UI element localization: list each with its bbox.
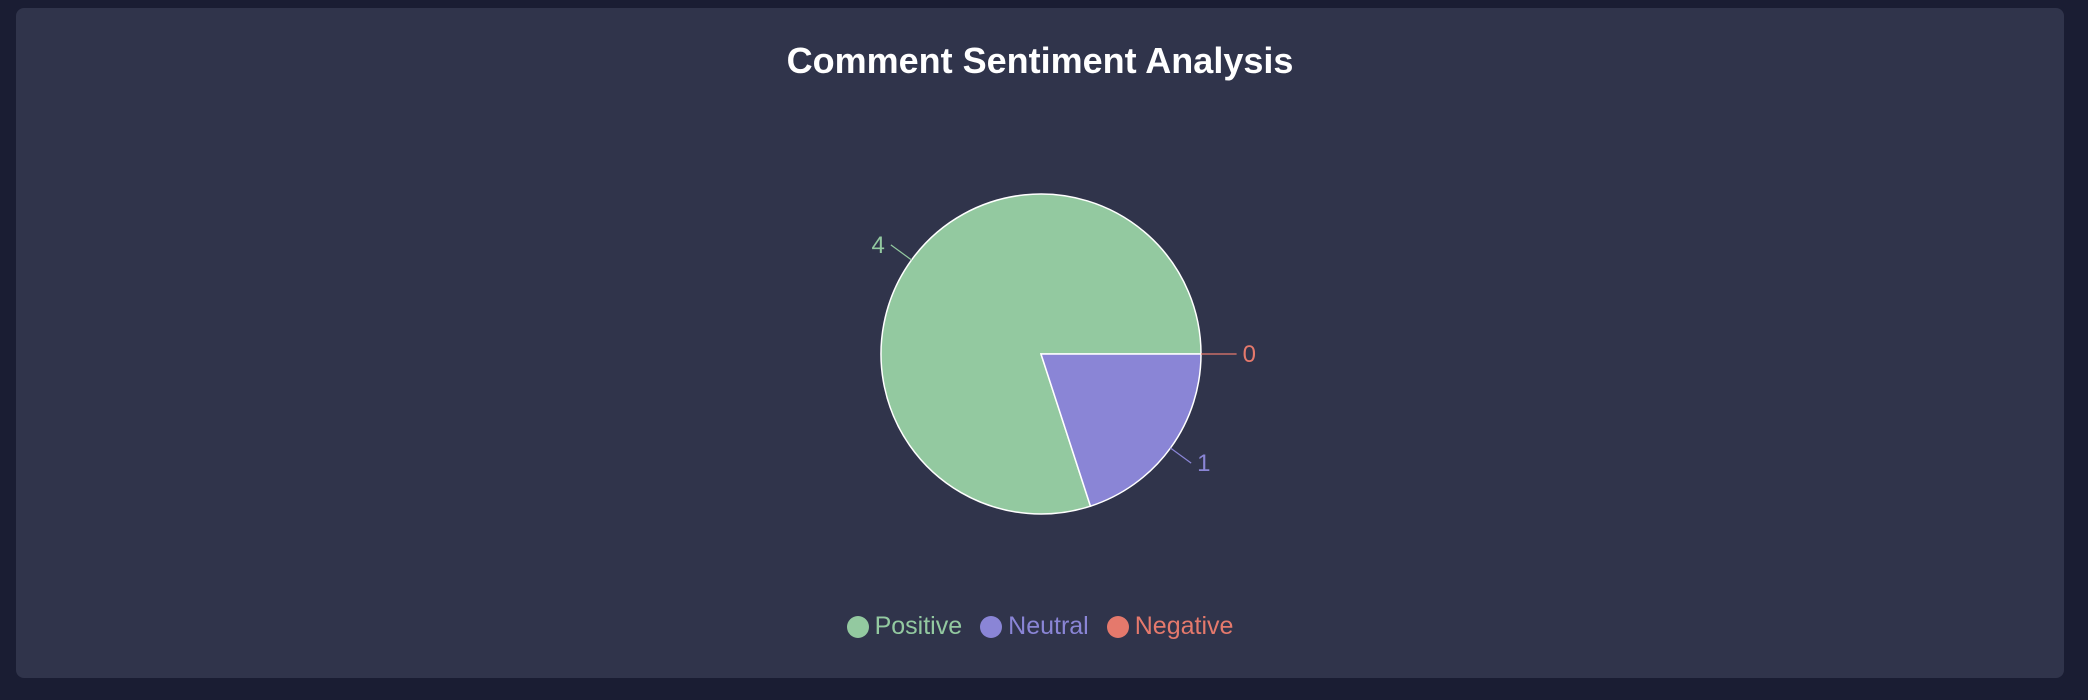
legend-item-negative[interactable]: Negative (1106, 612, 1234, 641)
legend-dot-neutral (980, 615, 1003, 638)
pie-labels: 4 1 0 (871, 232, 1255, 477)
pie-slices (880, 193, 1202, 515)
legend-label-negative: Negative (1134, 612, 1234, 640)
label-line-neutral (1170, 447, 1192, 464)
legend-dot-negative (1106, 615, 1129, 638)
pie-slice-neutral[interactable] (1039, 353, 1202, 508)
chart-title: Comment Sentiment Analysis (786, 40, 1294, 81)
legend-label-positive: Positive (874, 612, 963, 640)
data-label-neutral: 1 (1197, 450, 1210, 477)
pie-chart: 4 1 0 (871, 193, 1256, 515)
legend-label-neutral: Neutral (1008, 612, 1089, 640)
legend-dot-positive (846, 615, 869, 638)
legend-item-neutral[interactable]: Neutral (980, 612, 1089, 641)
chart-legend: Positive Neutral Negative (16, 612, 2064, 641)
data-label-negative: 0 (1243, 341, 1256, 368)
chart-panel: Comment Sentiment Analysis 4 1 0 Positive … (16, 8, 2064, 678)
label-line-positive (890, 244, 912, 261)
data-label-positive: 4 (871, 232, 884, 259)
legend-item-positive[interactable]: Positive (846, 612, 963, 641)
